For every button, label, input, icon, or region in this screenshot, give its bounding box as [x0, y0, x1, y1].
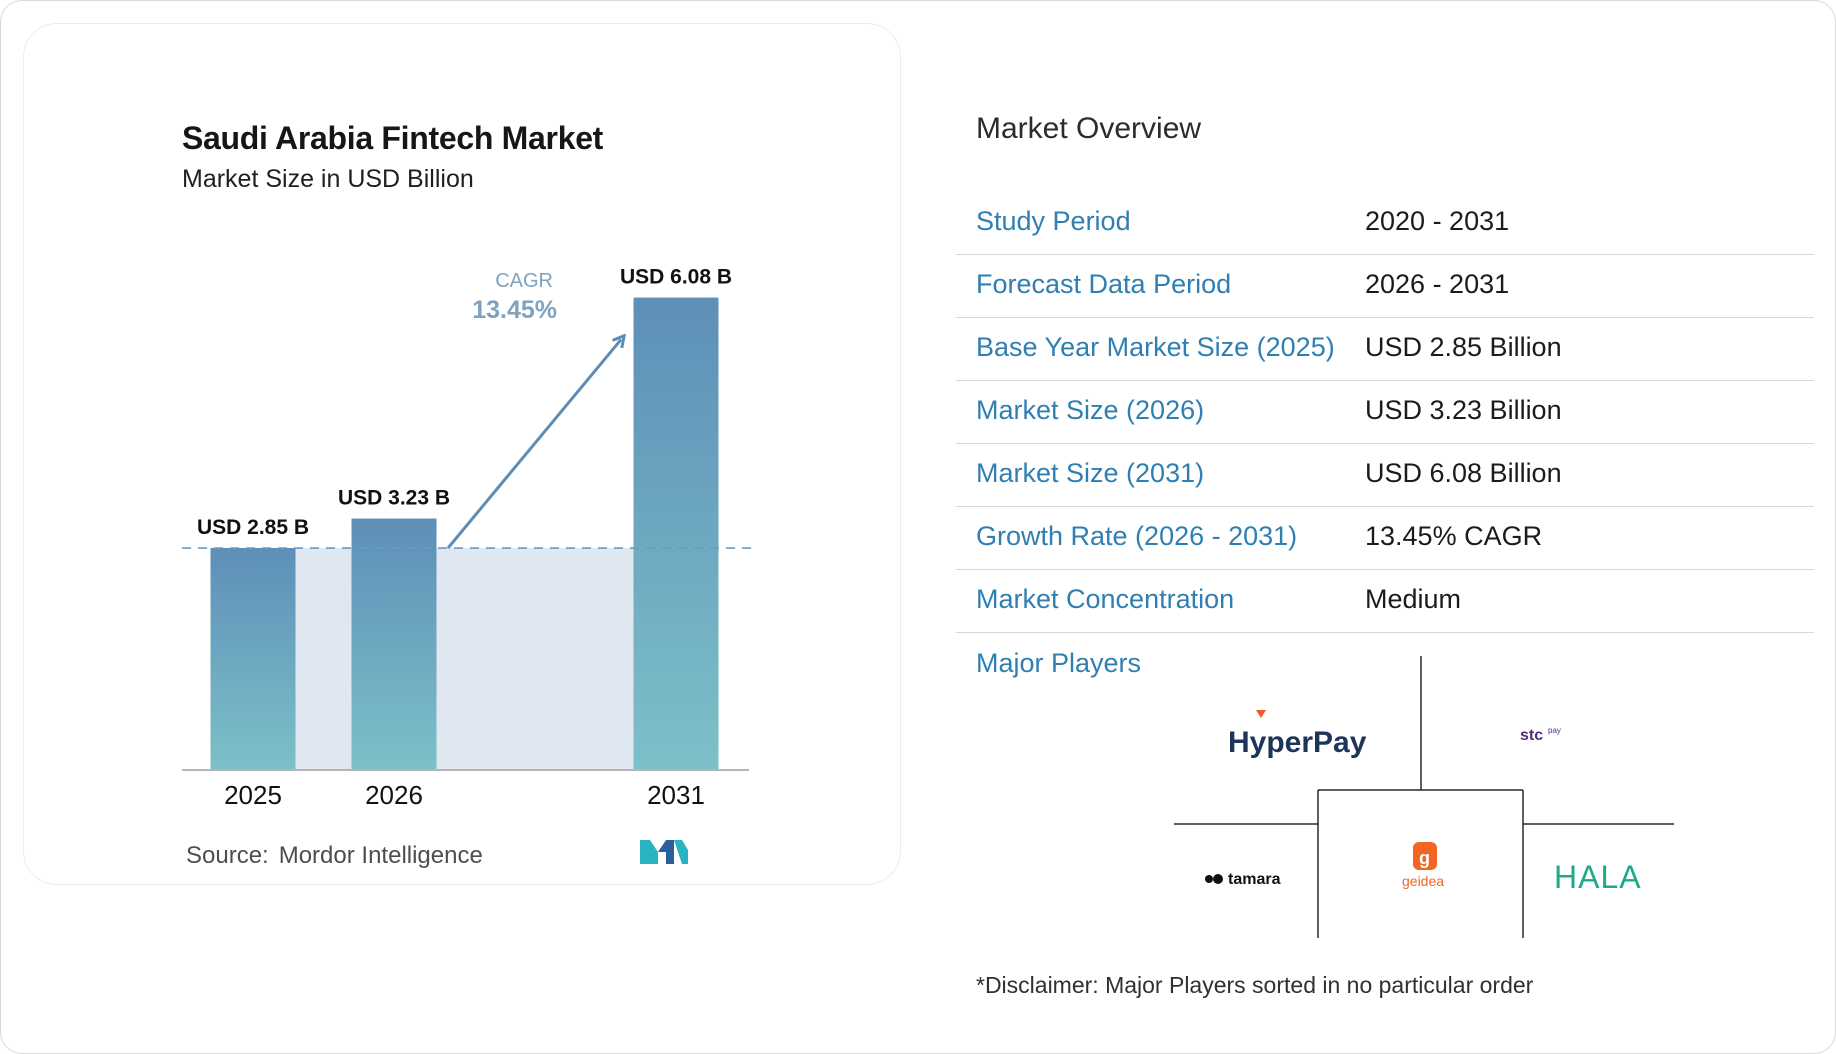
overview-key: Base Year Market Size (2025)	[976, 332, 1335, 362]
x-tick-label: 2031	[647, 780, 705, 810]
source-label: Source:	[186, 842, 269, 869]
data-label: USD 2.85 B	[197, 516, 309, 539]
overview-key: Study Period	[976, 206, 1131, 236]
stc-pay-logo: stc pay	[1520, 722, 1570, 753]
overview-key: Forecast Data Period	[976, 269, 1232, 299]
data-label: USD 3.23 B	[338, 487, 450, 510]
cagr-arrow	[446, 340, 621, 549]
overview-value: USD 3.23 Billion	[1365, 395, 1562, 425]
overview-row: Growth Rate (2026 - 2031) 13.45% CAGR	[956, 507, 1814, 570]
bar-2026	[351, 518, 437, 769]
chart-title: Saudi Arabia Fintech Market	[182, 120, 604, 156]
x-tick-label: 2025	[224, 780, 282, 810]
overview-key: Market Size (2031)	[976, 458, 1205, 488]
bar-2025	[210, 548, 296, 769]
overview-row: Forecast Data Period 2026 - 2031	[956, 255, 1814, 318]
overview-table: Study Period 2020 - 2031 Forecast Data Per…	[956, 192, 1814, 633]
chart-subtitle: Market Size in USD Billion	[182, 165, 474, 193]
bar-chart: USD 2.85 B USD 3.23 B USD 6.08 B 2025 2026 20…	[182, 266, 752, 810]
x-tick-label: 2026	[365, 780, 423, 810]
data-label: USD 6.08 B	[620, 266, 732, 289]
overview-title: Market Overview	[976, 112, 1202, 145]
overview-row: Market Size (2031) USD 6.08 Billion	[956, 444, 1814, 507]
hyperpay-logo: HyperPay	[1226, 706, 1367, 763]
overview-value: 2020 - 2031	[1365, 206, 1510, 236]
mordor-logo-icon	[640, 840, 688, 864]
svg-text:HALA: HALA	[1554, 859, 1642, 894]
tamara-logo: tamara	[1204, 866, 1298, 897]
overview-row: Base Year Market Size (2025) USD 2.85 Bil…	[956, 318, 1814, 381]
overview-row: Market Size (2026) USD 3.23 Billion	[956, 381, 1814, 444]
svg-text:g: g	[1419, 848, 1430, 868]
svg-text:pay: pay	[1548, 726, 1561, 735]
overview-key: Market Concentration	[976, 584, 1235, 614]
svg-text:HyperPay: HyperPay	[1228, 726, 1366, 758]
source-note: Source: Mordor Intelligence	[186, 842, 483, 870]
hala-logo: HALA	[1554, 858, 1644, 899]
overview-row: Study Period 2020 - 2031	[956, 192, 1814, 255]
geidea-logo: g geidea	[1400, 840, 1450, 895]
bar-2031	[633, 297, 719, 769]
major-players-label: Major Players	[976, 648, 1142, 678]
cagr-value: 13.45%	[472, 296, 557, 324]
svg-text:geidea: geidea	[1402, 873, 1444, 889]
overview-row: Market Concentration Medium	[956, 570, 1814, 633]
disclaimer: *Disclaimer: Major Players sorted in no …	[976, 972, 1534, 998]
overview-value: USD 2.85 Billion	[1365, 332, 1562, 362]
overview-value: 2026 - 2031	[1365, 269, 1510, 299]
overview-value: 13.45% CAGR	[1365, 521, 1543, 551]
players-grid	[1174, 656, 1674, 938]
overview-value: Medium	[1365, 584, 1462, 614]
cagr-label: CAGR	[495, 270, 553, 292]
overview-key: Market Size (2026)	[976, 395, 1205, 425]
source-name: Mordor Intelligence	[278, 842, 483, 869]
svg-text:stc: stc	[1520, 727, 1543, 744]
svg-text:tamara: tamara	[1228, 871, 1281, 888]
overview-value: USD 6.08 Billion	[1365, 458, 1562, 488]
overview-key: Growth Rate (2026 - 2031)	[976, 521, 1298, 551]
